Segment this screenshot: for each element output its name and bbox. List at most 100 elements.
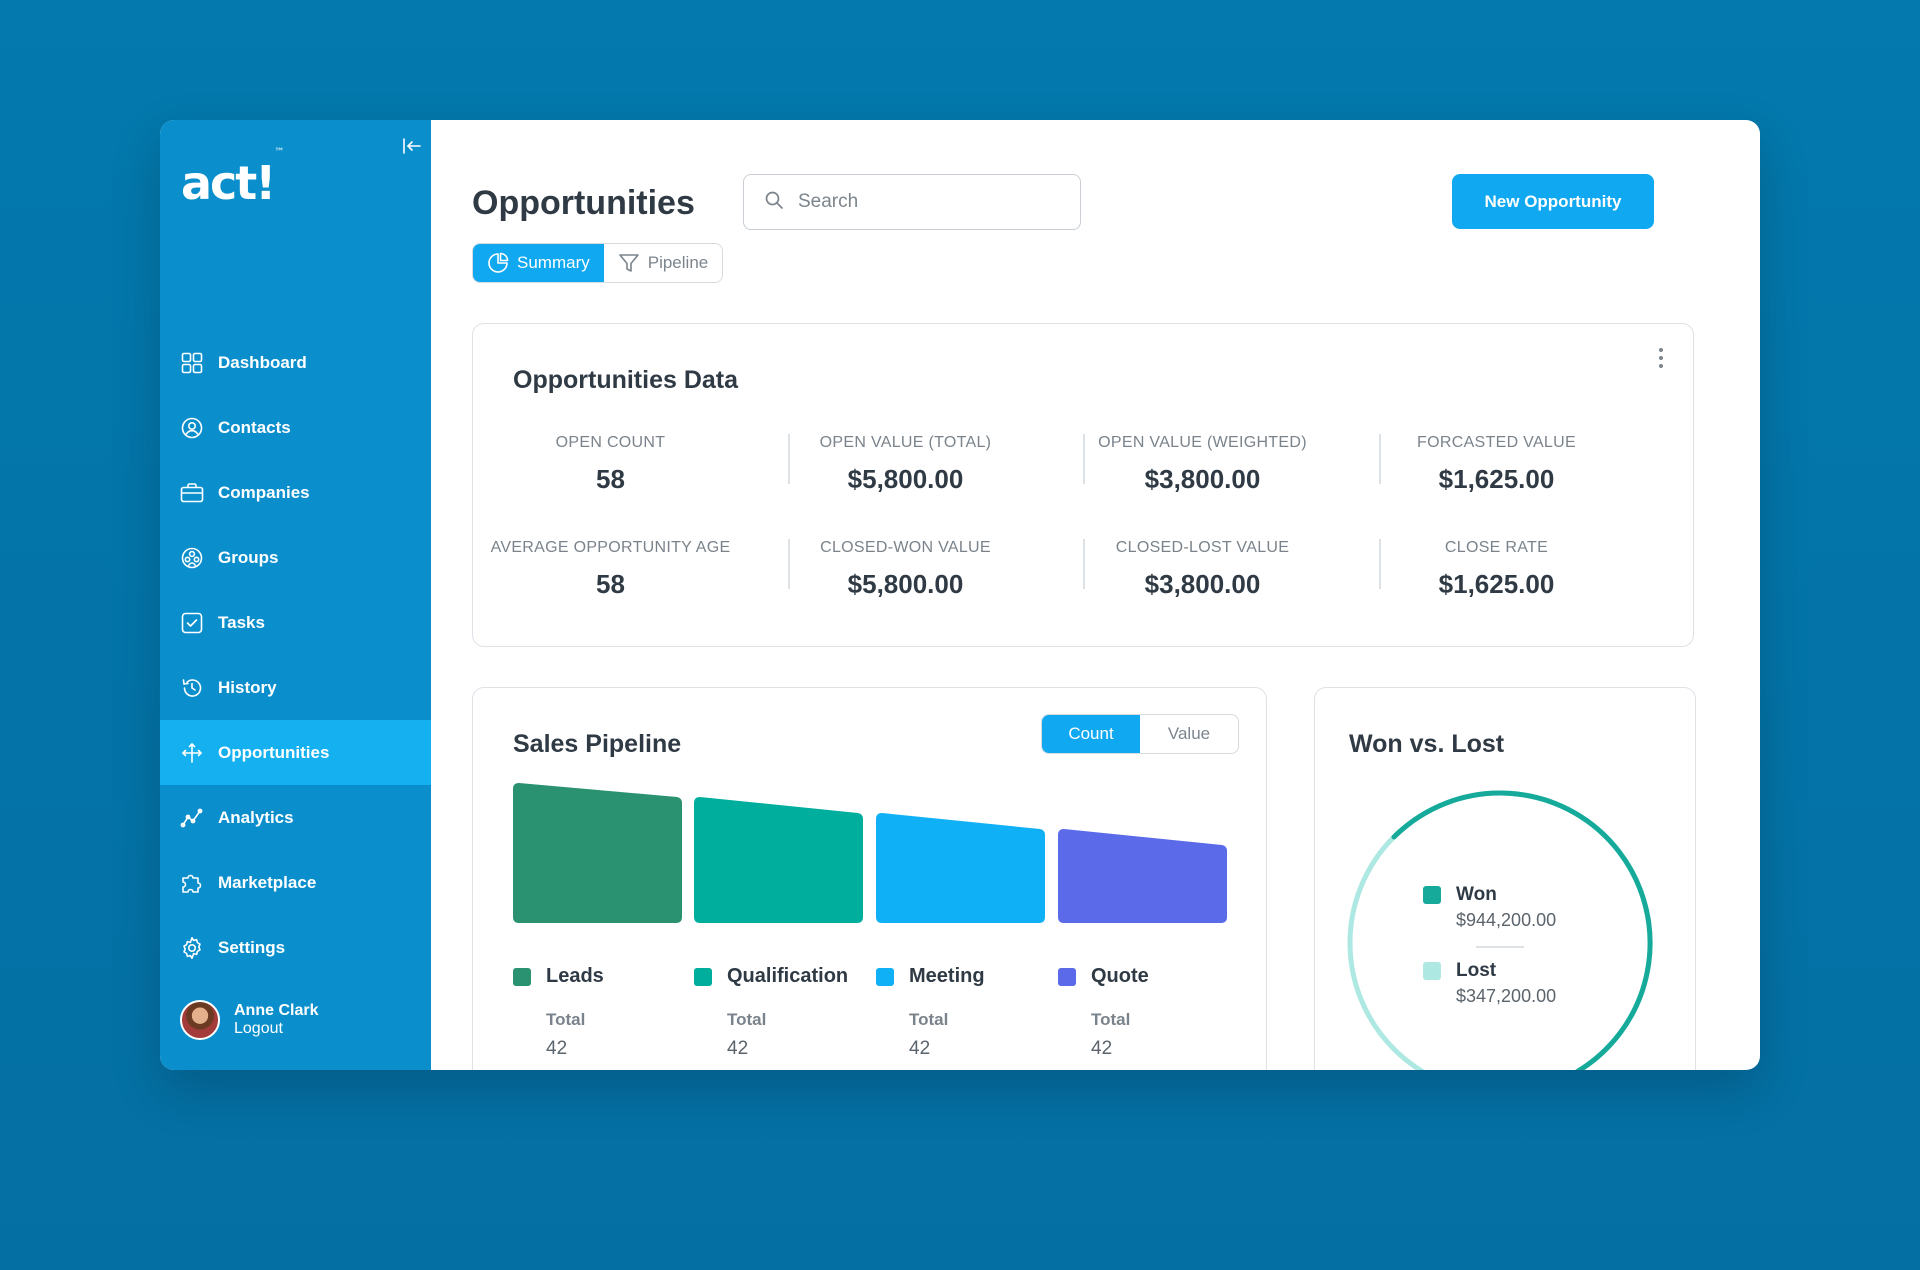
- legend-label: Qualification: [727, 965, 849, 987]
- app-window: act!™ Dashboard Contacts Companies Group…: [160, 120, 1760, 1070]
- legend-label: Leads: [546, 965, 604, 987]
- funnel-bar-leads: [513, 783, 682, 923]
- funnel-bar-quote: [1058, 829, 1227, 923]
- sidebar-item-label: Dashboard: [218, 352, 307, 372]
- stat-label: CLOSED-WON VALUE: [820, 539, 991, 556]
- avatar[interactable]: [180, 1000, 220, 1040]
- logout-link[interactable]: Logout: [234, 1020, 283, 1037]
- total-value: 42: [1091, 1038, 1113, 1059]
- tab-label: Summary: [517, 253, 590, 272]
- sidebar-item-companies[interactable]: Companies: [160, 460, 431, 525]
- sidebar-item-opportunities[interactable]: Opportunities: [160, 720, 431, 785]
- stat-value: $1,625.00: [1438, 464, 1555, 494]
- pipeline-funnel-chart: [513, 783, 1227, 923]
- tab-label: Pipeline: [647, 253, 709, 272]
- stat-label: FORCASTED VALUE: [1417, 434, 1576, 451]
- sidebar-item-tasks[interactable]: Tasks: [160, 590, 431, 655]
- sidebar-item-label: Contacts: [218, 417, 291, 437]
- sidebar-item-contacts[interactable]: Contacts: [160, 395, 431, 460]
- more-options-icon[interactable]: [1657, 346, 1665, 370]
- legend-label: Won: [1456, 884, 1497, 905]
- stat-closed-lost-value: CLOSED-LOST VALUE $3,800.00: [1055, 539, 1350, 600]
- total-value: 42: [727, 1038, 749, 1059]
- legend-swatch: [1423, 886, 1441, 904]
- stat-open-value-total: OPEN VALUE (TOTAL) $5,800.00: [758, 434, 1053, 495]
- sidebar-item-label: History: [218, 677, 277, 697]
- collapse-sidebar-icon[interactable]: [400, 134, 424, 158]
- sidebar-item-label: Marketplace: [218, 872, 317, 892]
- column-divider: [1083, 539, 1085, 589]
- stat-value: 58: [596, 464, 625, 494]
- card-title: Opportunities Data: [513, 366, 739, 394]
- history-icon: [180, 676, 204, 700]
- toggle-count[interactable]: Count: [1042, 715, 1140, 753]
- sidebar-item-settings[interactable]: Settings: [160, 915, 431, 980]
- sidebar-item-label: Opportunities: [218, 742, 330, 762]
- legend-value: $944,200.00: [1456, 910, 1557, 930]
- act-logo[interactable]: act!™: [181, 147, 284, 210]
- sidebar-item-label: Companies: [218, 482, 310, 502]
- tasks-icon: [180, 611, 204, 635]
- opportunities-icon: [180, 741, 204, 765]
- legend-label: Lost: [1456, 960, 1497, 981]
- legend-label: Meeting: [909, 965, 985, 987]
- pie-chart-icon: [487, 252, 509, 274]
- new-opportunity-button[interactable]: New Opportunity: [1452, 174, 1654, 229]
- stat-label: OPEN VALUE (WEIGHTED): [1098, 434, 1307, 451]
- legend-value: $347,200.00: [1456, 986, 1557, 1006]
- won-lost-ring-chart: [1347, 790, 1653, 1070]
- settings-icon: [180, 936, 204, 960]
- stat-label: CLOSE RATE: [1444, 539, 1549, 556]
- view-tabs: Summary Pipeline: [472, 243, 724, 283]
- total-label: Total: [909, 1010, 949, 1029]
- sidebar-item-groups[interactable]: Groups: [160, 525, 431, 590]
- funnel-icon: [618, 252, 640, 274]
- legend-quote: Quote: [1058, 965, 1149, 988]
- marketplace-icon: [180, 871, 204, 895]
- search-input[interactable]: [798, 191, 1058, 213]
- legend-meeting: Meeting: [876, 965, 985, 988]
- page-title: Opportunities: [472, 184, 695, 222]
- logo-trademark: ™: [274, 146, 285, 158]
- stat-closed-won-value: CLOSED-WON VALUE $5,800.00: [758, 539, 1053, 600]
- stat-value: $5,800.00: [847, 569, 964, 599]
- sidebar-item-marketplace[interactable]: Marketplace: [160, 850, 431, 915]
- contacts-icon: [180, 416, 204, 440]
- total-label: Total: [1091, 1010, 1131, 1029]
- stat-label: CLOSED-LOST VALUE: [1115, 539, 1290, 556]
- legend-won: Won $944,200.00: [1423, 884, 1556, 931]
- legend-swatch: [513, 967, 531, 986]
- sidebar-item-history[interactable]: History: [160, 655, 431, 720]
- legend-lost: Lost $347,200.00: [1423, 960, 1556, 1007]
- tab-pipeline[interactable]: Pipeline: [604, 244, 722, 282]
- total-label: Total: [546, 1010, 586, 1029]
- total-value: 42: [546, 1038, 568, 1059]
- legend-qualification: Qualification: [694, 965, 848, 988]
- main-content: Opportunities New Opportunity Summary Pi…: [431, 120, 1760, 1070]
- legend-label: Quote: [1091, 965, 1149, 987]
- stat-label: OPEN VALUE (TOTAL): [819, 434, 992, 451]
- column-divider: [1379, 434, 1381, 484]
- dashboard-icon: [180, 351, 204, 375]
- total-label: Total: [727, 1010, 767, 1029]
- stat-open-count: OPEN COUNT 58: [463, 434, 758, 495]
- stat-average-opportunity-age: AVERAGE OPPORTUNITY AGE 58: [463, 539, 758, 600]
- search-icon: [764, 190, 784, 215]
- search-box[interactable]: [743, 174, 1081, 230]
- tab-summary[interactable]: Summary: [473, 244, 604, 282]
- sidebar-item-analytics[interactable]: Analytics: [160, 785, 431, 850]
- column-divider: [1083, 434, 1085, 484]
- column-divider: [1379, 539, 1381, 589]
- toggle-value[interactable]: Value: [1167, 724, 1211, 743]
- sidebar-item-dashboard[interactable]: Dashboard: [160, 330, 431, 395]
- analytics-icon: [180, 806, 204, 830]
- total-value: 42: [909, 1038, 931, 1059]
- stat-open-value-weighted: OPEN VALUE (WEIGHTED) $3,800.00: [1055, 434, 1350, 495]
- column-divider: [788, 539, 790, 589]
- opportunities-data-card: Opportunities Data OPEN COUNT 58 OPEN VA…: [472, 323, 1694, 647]
- stat-close-rate: CLOSE RATE $1,625.00: [1349, 539, 1644, 600]
- stat-value: $1,625.00: [1438, 569, 1555, 599]
- won-vs-lost-card: Won vs. Lost Won $944,200.00 Lost $347,2…: [1314, 687, 1696, 1070]
- legend-divider: [1476, 946, 1524, 948]
- column-divider: [788, 434, 790, 484]
